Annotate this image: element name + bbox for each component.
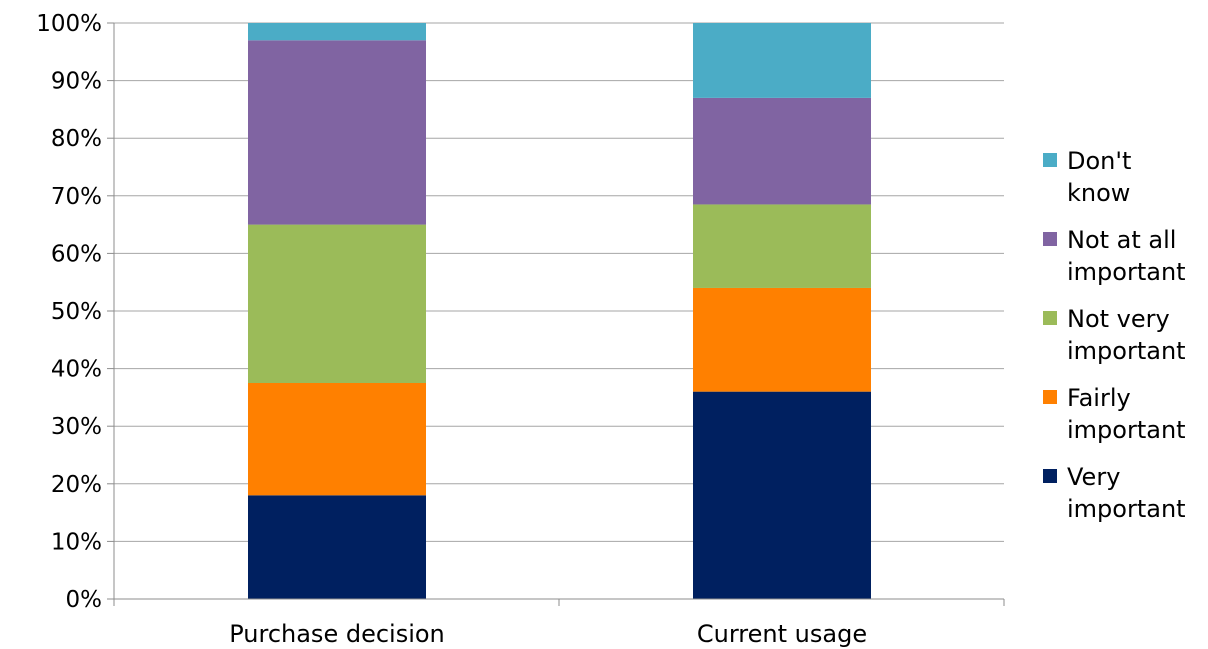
legend-swatch <box>1043 153 1057 167</box>
y-tick-label: 100% <box>36 11 102 37</box>
y-tick-label: 0% <box>66 587 103 613</box>
legend-label: Not at all important <box>1067 226 1186 286</box>
legend-label: Not very important <box>1067 305 1186 365</box>
y-tick-label: 60% <box>51 241 102 267</box>
legend-label-line: important <box>1067 495 1186 523</box>
legend-label-line: Not very <box>1067 305 1170 333</box>
bar-segment <box>248 224 426 383</box>
y-tick-label: 80% <box>51 126 102 152</box>
legend-label: Fairly important <box>1067 384 1186 444</box>
bar-segment <box>248 23 426 41</box>
y-tick-label: 70% <box>51 184 102 210</box>
legend-label-line: Fairly <box>1067 384 1131 412</box>
y-axis-ticks: 0% 10% 20% 30% 40% 50% 60% 70% 80% 90% 100% <box>36 11 114 613</box>
legend-item[interactable]: Not at all important <box>1043 226 1186 286</box>
bar-segment <box>693 23 871 98</box>
y-tick-label: 90% <box>51 69 102 95</box>
legend[interactable]: Don't know Not at all important Not very impo… <box>1043 147 1186 523</box>
legend-swatch <box>1043 390 1057 404</box>
legend-label-line: important <box>1067 337 1186 365</box>
y-tick-label: 30% <box>51 414 102 440</box>
legend-item[interactable]: Not very important <box>1043 305 1186 365</box>
bar-segment <box>248 495 426 599</box>
legend-swatch <box>1043 232 1057 246</box>
legend-label-line: important <box>1067 416 1186 444</box>
bar-segment <box>693 391 871 599</box>
bars <box>248 23 871 599</box>
legend-label: Don't know <box>1067 147 1131 207</box>
y-tick-label: 20% <box>51 472 102 498</box>
legend-label-line: important <box>1067 258 1186 286</box>
bar-segment <box>693 204 871 288</box>
y-tick-label: 40% <box>51 357 102 383</box>
legend-item[interactable]: Fairly important <box>1043 384 1186 444</box>
y-tick-label: 50% <box>51 299 102 325</box>
legend-item[interactable]: Very important <box>1043 463 1186 523</box>
legend-label-line: know <box>1067 179 1130 207</box>
x-category-label: Purchase decision <box>229 620 445 648</box>
bar-segment <box>248 383 426 496</box>
legend-label-line: Not at all <box>1067 226 1176 254</box>
legend-item[interactable]: Don't know <box>1043 147 1131 207</box>
legend-label: Very important <box>1067 463 1186 523</box>
legend-label-line: Don't <box>1067 147 1131 175</box>
legend-swatch <box>1043 311 1057 325</box>
bar-segment <box>248 40 426 225</box>
bar-segment <box>693 97 871 205</box>
y-tick-label: 10% <box>51 529 102 555</box>
legend-label-line: Very <box>1067 463 1120 491</box>
legend-swatch <box>1043 469 1057 483</box>
bar-segment <box>693 287 871 392</box>
x-category-label: Current usage <box>697 620 867 648</box>
x-axis-categories: Purchase decision Current usage <box>229 620 867 648</box>
